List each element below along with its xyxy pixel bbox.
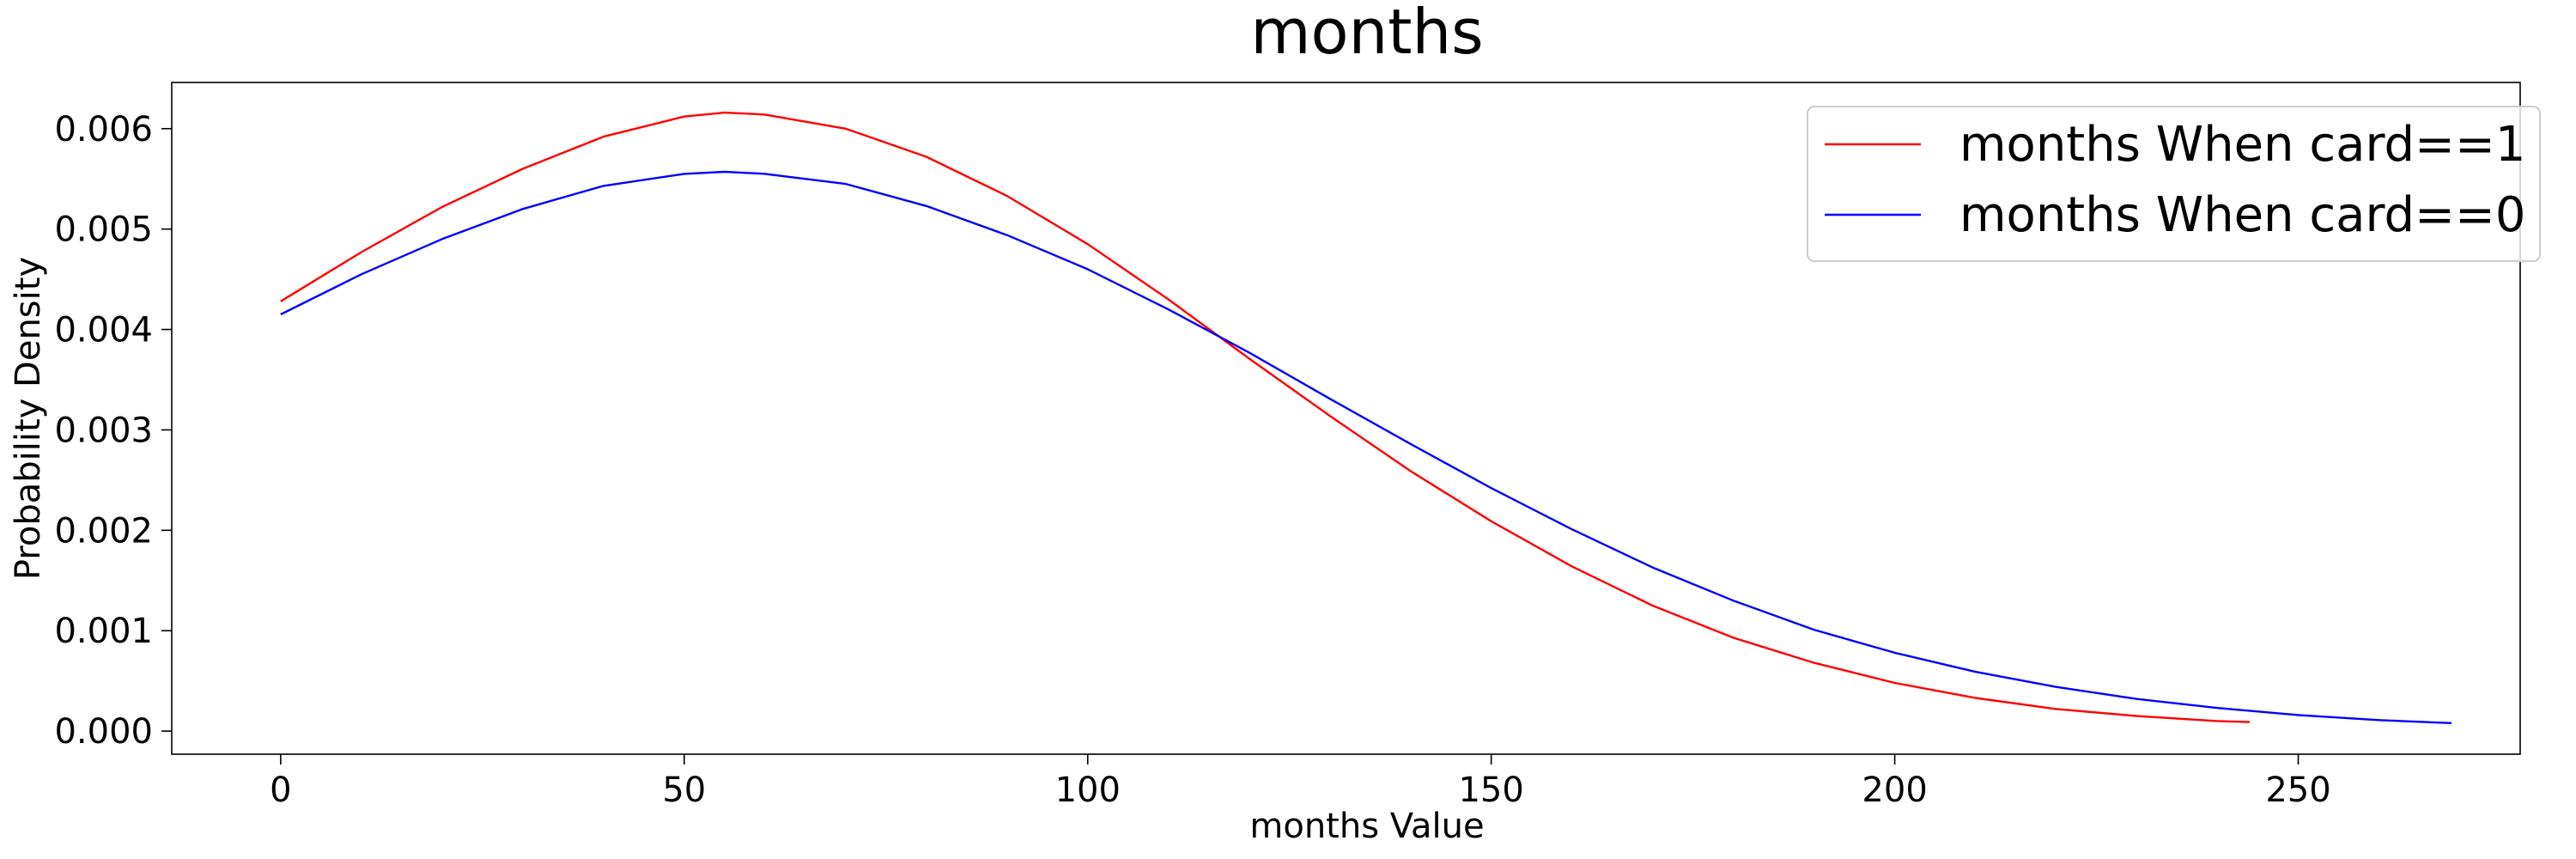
x-axis-label: months Value [1249,807,1484,846]
x-tick-label: 150 [1458,771,1523,810]
plot-frame [171,82,2521,755]
legend-label-card-1: months When card==1 [1959,117,2526,173]
chart-title: months [1250,0,1483,68]
y-axis-label: Probability Density [9,257,48,580]
y-tick-label: 0.005 [54,210,153,250]
y-tick-label: 0.001 [54,612,153,651]
x-axis: 0 50 100 150 200 250 [270,754,2331,810]
y-axis: 0.000 0.001 0.002 0.003 0.004 0.005 0.006 [54,110,172,752]
x-tick-label: 0 [270,771,291,810]
legend: months When card==1 months When card==0 [1807,106,2541,262]
x-tick-label: 200 [1862,771,1927,810]
legend-box [1807,106,2541,262]
y-tick-label: 0.002 [54,511,153,551]
x-tick-label: 50 [662,771,706,810]
y-tick-label: 0.003 [54,411,153,450]
x-tick-label: 250 [2265,771,2330,810]
y-tick-label: 0.004 [54,311,153,350]
x-tick-label: 100 [1055,771,1121,810]
y-tick-label: 0.006 [54,110,153,149]
series-line-1 [280,170,2452,724]
plot-area [280,111,2452,724]
y-tick-label: 0.000 [54,712,153,752]
legend-label-card-0: months When card==0 [1959,187,2526,243]
series-line-0 [280,111,2251,723]
